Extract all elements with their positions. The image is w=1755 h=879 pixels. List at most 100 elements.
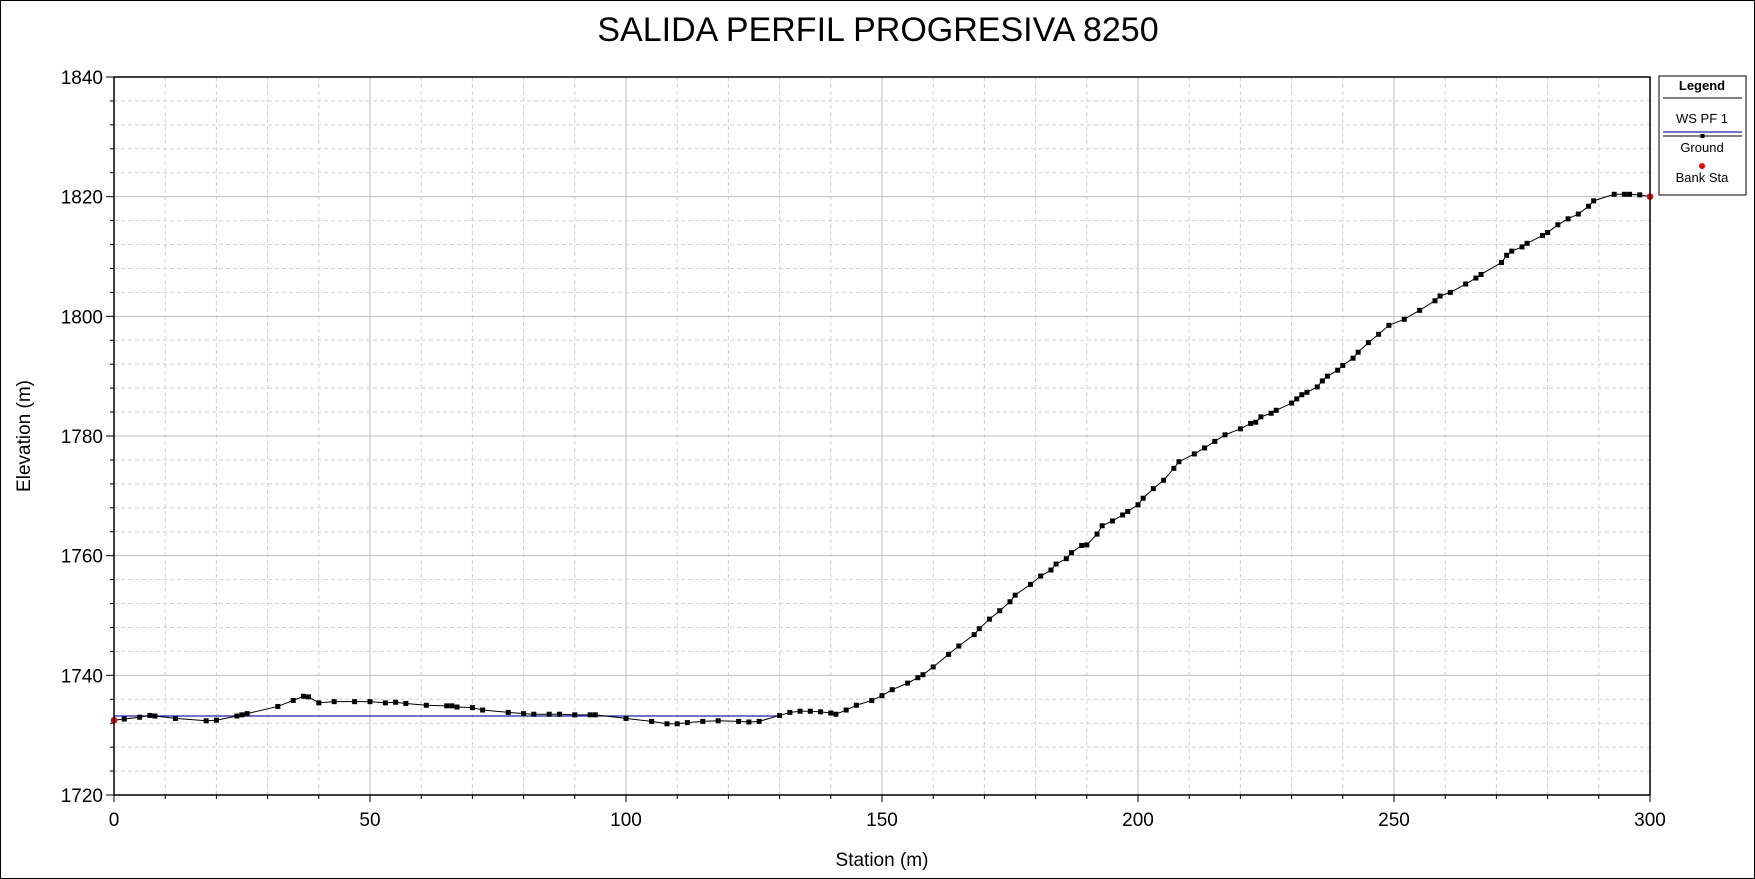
x-tick-label: 100 xyxy=(610,810,642,831)
ground-point xyxy=(1509,248,1515,254)
legend-entry-ground: Ground xyxy=(1680,140,1723,155)
ground-point xyxy=(828,710,834,716)
ground-point xyxy=(1319,378,1325,384)
ground-point xyxy=(1324,373,1330,379)
ground-point xyxy=(316,700,322,706)
ground-point xyxy=(930,664,936,670)
ground-point xyxy=(403,700,409,706)
ground-point xyxy=(746,719,752,725)
ground-point xyxy=(920,672,926,678)
ground-point xyxy=(787,709,793,715)
ground-point xyxy=(1437,293,1443,299)
ground-point xyxy=(1499,259,1505,265)
legend-swatch-ground-marker xyxy=(1700,134,1705,138)
ground-point xyxy=(203,718,209,724)
ground-point xyxy=(546,711,552,717)
x-tick-label: 150 xyxy=(866,810,898,831)
ground-point xyxy=(1627,191,1633,197)
ground-point xyxy=(172,715,178,721)
ground-point xyxy=(1447,289,1453,295)
chart-title: SALIDA PERFIL PROGRESIVA 8250 xyxy=(597,11,1158,49)
ground-point xyxy=(469,705,475,711)
ground-point xyxy=(879,693,885,699)
ground-point xyxy=(1473,275,1479,281)
ground-point xyxy=(444,703,450,709)
y-tick-label: 1740 xyxy=(61,666,103,687)
y-tick-label: 1800 xyxy=(61,307,103,328)
ground-point xyxy=(684,720,690,726)
ground-point xyxy=(807,708,813,714)
ground-point xyxy=(1120,512,1126,518)
ground-point xyxy=(1125,508,1131,514)
ground-point xyxy=(1463,281,1469,287)
ground-point xyxy=(818,709,824,715)
ground-point xyxy=(1212,438,1218,444)
ground-point xyxy=(234,713,240,719)
ground-point xyxy=(649,718,655,724)
x-axis-label: Station (m) xyxy=(836,850,929,871)
ground-point xyxy=(1586,203,1592,209)
ground-point xyxy=(244,711,250,717)
ground-point xyxy=(1376,331,1382,337)
y-tick-label: 1820 xyxy=(61,188,103,209)
ground-point xyxy=(152,713,158,719)
legend-title: Legend xyxy=(1679,78,1725,93)
plot-series xyxy=(110,191,1654,727)
ground-point xyxy=(997,608,1003,614)
ground-point xyxy=(352,699,358,705)
ground-point xyxy=(1012,592,1018,598)
ground-point xyxy=(331,699,337,705)
ground-point xyxy=(1248,420,1254,426)
ground-point xyxy=(1519,244,1525,250)
ground-point xyxy=(1304,389,1310,395)
x-tick-label: 50 xyxy=(359,810,380,831)
ground-point xyxy=(1068,550,1074,556)
legend-entry-bank-sta: Bank Sta xyxy=(1676,170,1730,185)
ground-point xyxy=(1176,459,1182,465)
plot-area-border xyxy=(113,76,1651,796)
ground-point xyxy=(1386,322,1392,328)
y-axis-label: Elevation (m) xyxy=(14,380,35,492)
ground-point xyxy=(869,697,875,703)
ground-point xyxy=(1432,298,1438,304)
ground-point xyxy=(1575,211,1581,217)
ground-point xyxy=(1637,192,1643,198)
y-tick-label: 1780 xyxy=(61,427,103,448)
ground-point xyxy=(1094,531,1100,537)
ground-point xyxy=(976,626,982,632)
ground-point xyxy=(1504,252,1510,258)
x-tick-label: 300 xyxy=(1634,810,1666,831)
ground-point xyxy=(853,702,859,708)
ground-point xyxy=(1621,191,1627,197)
ground-point xyxy=(306,694,312,700)
ground-point xyxy=(1401,316,1407,322)
ground-point xyxy=(1350,355,1356,361)
ground-point xyxy=(521,711,527,717)
ground-point xyxy=(449,703,455,709)
ground-point xyxy=(1565,216,1571,222)
ground-point xyxy=(1038,573,1044,579)
x-tick-label: 0 xyxy=(109,810,120,831)
ground-point xyxy=(300,693,306,699)
ground-point xyxy=(664,721,670,727)
ground-point xyxy=(1335,367,1341,373)
ground-point xyxy=(531,711,537,717)
ground-point xyxy=(121,716,127,722)
legend: Legend WS PF 1 Ground Bank Sta xyxy=(1658,75,1747,196)
ground-point xyxy=(1314,384,1320,390)
ground-point xyxy=(423,702,429,708)
ground-point xyxy=(290,697,296,703)
ground-point xyxy=(1273,407,1279,413)
ground-point xyxy=(454,704,460,710)
ground-point xyxy=(1478,271,1484,277)
ground-point xyxy=(1063,556,1069,562)
y-tick-label: 1760 xyxy=(61,547,103,568)
ground-point xyxy=(1591,198,1597,204)
ground-point xyxy=(971,632,977,638)
ground-point xyxy=(843,707,849,713)
ground-point xyxy=(915,675,921,681)
ground-point xyxy=(1079,542,1085,548)
ground-point xyxy=(1355,349,1361,355)
ground-point xyxy=(1140,495,1146,501)
y-tick-label: 1840 xyxy=(61,68,103,89)
